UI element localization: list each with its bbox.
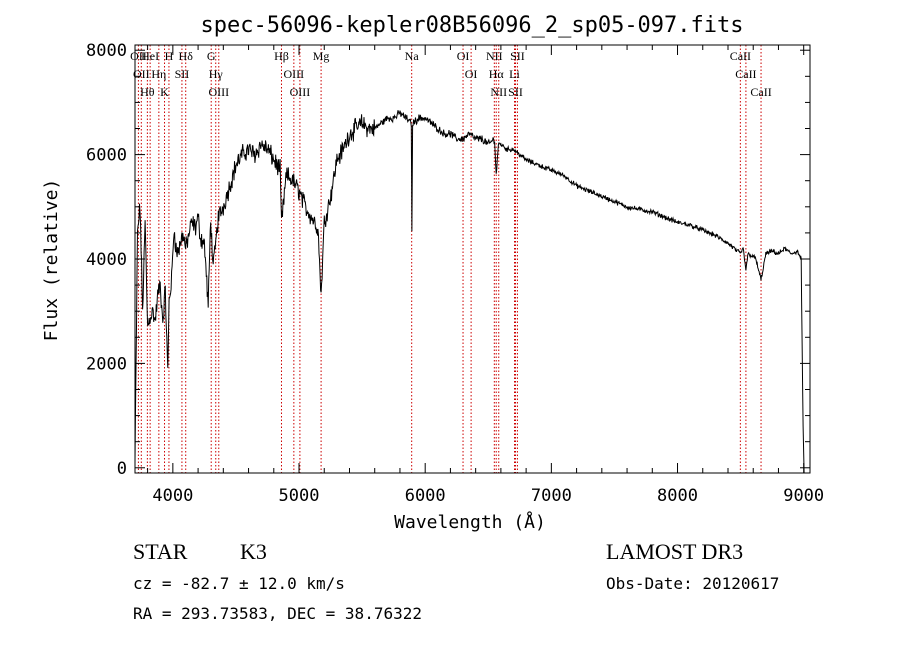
line-label-hγ: Hγ: [209, 67, 224, 81]
spectrum-line: [134, 110, 805, 474]
x-tick-label: 5000: [279, 486, 320, 506]
x-tick-label: 7000: [531, 486, 572, 506]
x-tick-label: 9000: [783, 486, 824, 506]
y-tick-label: 4000: [86, 250, 127, 270]
redshift-velocity: cz = -82.7 ± 12.0 km/s: [133, 574, 345, 593]
line-label-oi: OI: [457, 49, 470, 63]
y-tick-label: 8000: [86, 41, 127, 61]
line-label-oiii: OIII: [284, 67, 305, 81]
line-label-na: Na: [405, 49, 420, 63]
line-label-caii: CaII: [730, 49, 751, 63]
x-tick-label: 8000: [657, 486, 698, 506]
line-label-oi: OI: [465, 67, 478, 81]
line-label-caii: CaII: [735, 67, 756, 81]
x-axis-label: Wavelength (Å): [394, 511, 546, 533]
line-label-oii: OII: [130, 49, 147, 63]
line-label-li: Li: [509, 67, 520, 81]
object-subclass: K3: [240, 539, 267, 564]
line-label-hη: Hη: [151, 67, 166, 81]
line-label-nii: NII: [486, 49, 503, 63]
survey-name: LAMOST DR3: [606, 539, 743, 564]
y-axis-label: Flux (relative): [41, 179, 62, 342]
line-label-h: H: [165, 49, 174, 63]
observation-date: Obs-Date: 20120617: [606, 574, 779, 593]
line-label-oii: OII: [133, 67, 150, 81]
line-label-sii: SII: [510, 49, 525, 63]
line-label-hα: Hα: [489, 67, 505, 81]
line-label-nii: NII: [490, 85, 507, 99]
line-label-hei: HeI: [141, 49, 159, 63]
y-tick-label: 6000: [86, 146, 127, 166]
chart-title: spec-56096-kepler08B56096_2_sp05-097.fit…: [200, 13, 743, 38]
spectral-line-markers: [137, 45, 762, 473]
line-label-mg: Mg: [313, 49, 330, 63]
line-label-oiii: OIII: [290, 85, 311, 99]
x-tick-label: 6000: [405, 486, 446, 506]
line-label-oiii: OIII: [208, 85, 229, 99]
line-label-k: K: [160, 85, 169, 99]
line-label-g: G: [207, 49, 216, 63]
line-label-sii: SII: [175, 67, 190, 81]
line-label-caii: CaII: [750, 85, 771, 99]
coordinates: RA = 293.73583, DEC = 38.76322: [133, 604, 422, 623]
axis-ticks: 4000 5000 6000 7000 8000 9000 0 2000 4000 6000 800…: [86, 41, 824, 506]
line-label-hθ: Hθ: [140, 85, 155, 99]
y-tick-label: 0: [117, 459, 127, 479]
line-label-sii: SII: [508, 85, 523, 99]
y-tick-label: 2000: [86, 354, 127, 374]
x-tick-label: 4000: [152, 486, 193, 506]
line-label-hβ: Hβ: [274, 49, 289, 63]
line-label-hδ: Hδ: [179, 49, 194, 63]
object-class: STAR: [133, 539, 188, 564]
plot-frame: [134, 44, 811, 474]
